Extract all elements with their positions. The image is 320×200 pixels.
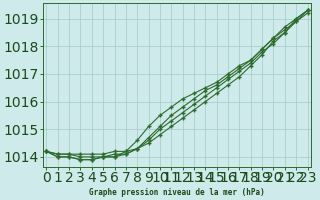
X-axis label: Graphe pression niveau de la mer (hPa): Graphe pression niveau de la mer (hPa)	[89, 188, 265, 197]
